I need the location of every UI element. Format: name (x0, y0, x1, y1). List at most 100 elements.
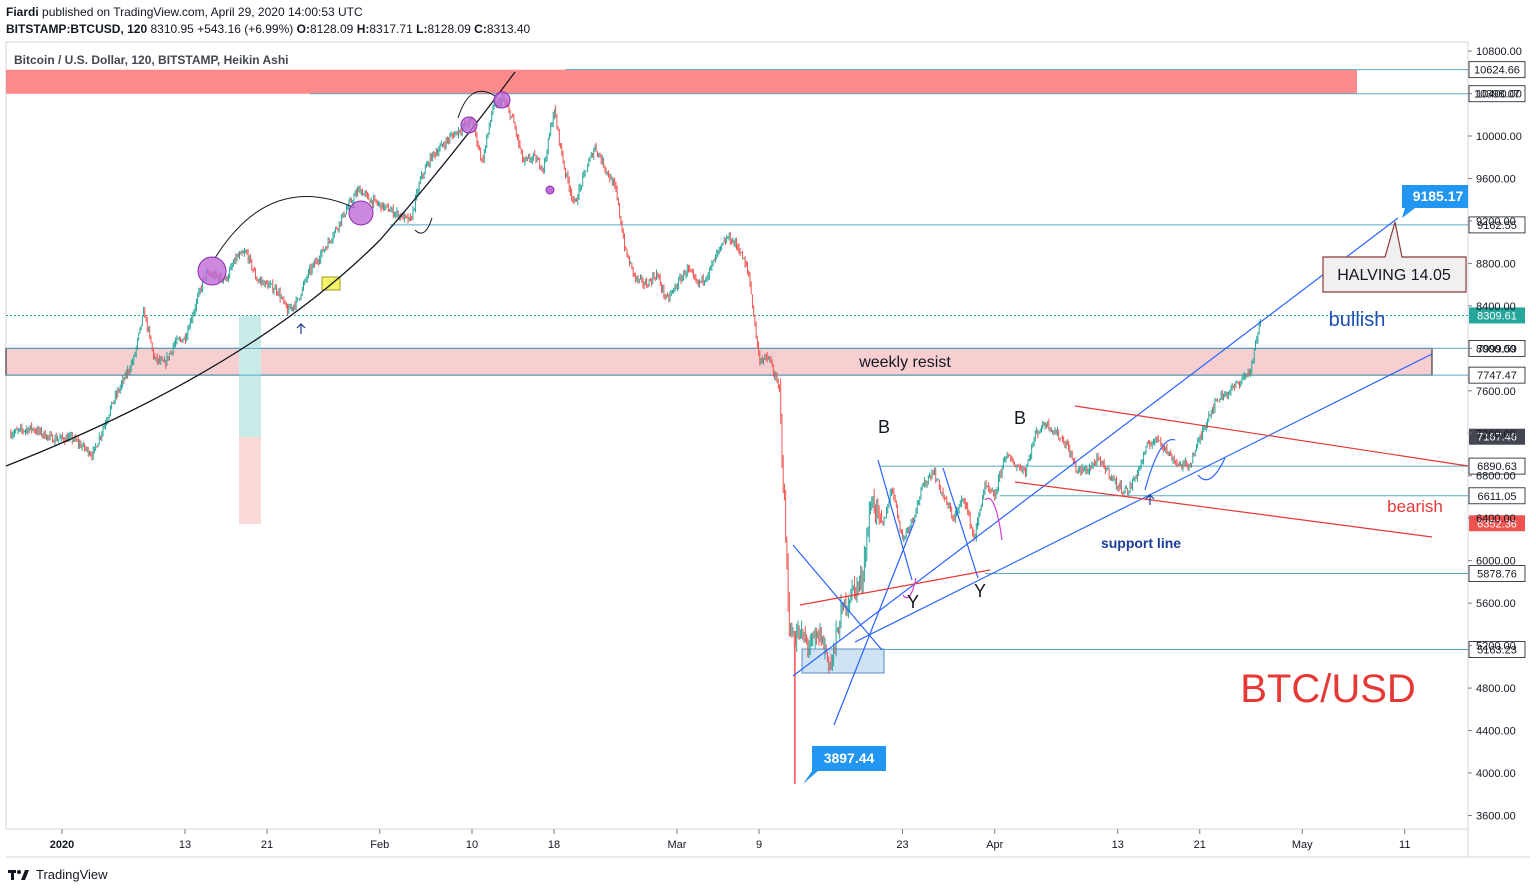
low-value: 8128.09 (427, 22, 471, 36)
level-label-box-6 (1469, 428, 1525, 445)
x-tick-label-0: 2020 (50, 839, 74, 851)
top-resist-zone (6, 69, 1357, 94)
level-label-1: 10398.07 (1474, 89, 1520, 101)
level-label-9: 6352.36 (1477, 518, 1517, 530)
red-neckline (799, 569, 991, 606)
zones-layer (5, 69, 1433, 674)
level-label-3: 8309.61 (1477, 310, 1517, 322)
x-tick-label-3: Feb (370, 839, 389, 851)
y-tick-label-7: 6400.00 (1476, 513, 1516, 525)
x-tick-label-6: Mar (668, 839, 687, 851)
x-tick-label-13: 11 (1399, 839, 1410, 851)
trend-curve (5, 71, 516, 467)
publish-info: published on TradingView.com, April 29, … (42, 5, 363, 19)
up-arrow-1 (296, 323, 306, 334)
channel-upper-line (792, 217, 1399, 677)
x-tick-label-11: 21 (1194, 839, 1206, 851)
y-tick-label-3: 4800.00 (1476, 683, 1516, 695)
chart-header: Fiardi published on TradingView.com, Apr… (6, 4, 530, 38)
x-tick-label-1: 13 (179, 839, 191, 851)
wave-line-1 (877, 459, 913, 581)
blue-arc-2 (1197, 457, 1226, 481)
brand-name: TradingView (36, 867, 108, 882)
y-tick-label-9: 7200.00 (1476, 428, 1516, 440)
consolidation-box (801, 648, 885, 674)
y-tick-label-12: 8400.00 (1476, 301, 1516, 313)
y-tick-label-0: 3600.00 (1476, 810, 1516, 822)
arc-arrow-3 (457, 90, 496, 119)
x-tick-label-7: 9 (756, 839, 762, 851)
open-value: 8128.09 (309, 22, 354, 36)
up-arrow-2 (1145, 494, 1155, 505)
y-tick-label-4: 5200.00 (1476, 641, 1516, 653)
wedge-line-2 (833, 519, 916, 726)
halving-callout: HALVING 14.05 (1322, 221, 1467, 293)
publish-line: Fiardi published on TradingView.com, Apr… (6, 4, 530, 21)
level-label-8: 6611.05 (1478, 491, 1517, 503)
level-label-11: 5163.23 (1477, 645, 1517, 657)
arc-arrow-2 (414, 217, 433, 234)
pattern-circle-1 (197, 256, 227, 286)
low-callout-text: 3897.44 (824, 750, 875, 766)
tradingview-logo-icon (8, 869, 29, 880)
y-tick-label-8: 6800.00 (1476, 471, 1516, 483)
level-label-6: 7167.46 (1477, 432, 1517, 444)
pattern-circle-3 (460, 116, 478, 134)
arc-arrow-1 (214, 196, 356, 259)
support-line-label: support line (1101, 535, 1181, 551)
symbol-line: BITSTAMP:BTCUSD, 120 8310.95 +543.16 (+6… (6, 21, 530, 38)
author-name[interactable]: Fiardi (6, 5, 39, 19)
y-tick-label-16: 10000.00 (1476, 131, 1522, 143)
x-tick-label-8: 23 (896, 839, 908, 851)
level-label-5: 7747.47 (1477, 370, 1517, 382)
x-tick-label-9: Apr (986, 839, 1003, 851)
y-tick-label-6: 6000.00 (1476, 556, 1516, 568)
x-tick-label-10: 13 (1112, 839, 1124, 851)
y-tick-label-17: 10400.00 (1476, 89, 1522, 101)
bearish-lower-line (1014, 481, 1433, 538)
x-tick-label-5: 18 (548, 839, 560, 851)
level-label-7: 6890.63 (1477, 461, 1517, 473)
y-tick-label-2: 4400.00 (1476, 726, 1516, 738)
position-profit-box (239, 316, 261, 437)
y-tick-label-15: 9600.00 (1476, 173, 1516, 185)
drawings-layer (5, 71, 1469, 726)
pattern-circle-2 (348, 200, 374, 226)
level-label-box-0 (1468, 61, 1526, 79)
bearish-label: bearish (1387, 497, 1443, 516)
pair-label: BTC/USD (1240, 667, 1416, 711)
price-axis[interactable]: 10624.66 10398.07 9162.55 8309.61 7999.59 774… (1468, 46, 1526, 822)
level-label-box-3 (1469, 307, 1525, 324)
high-price-callout: 9185.17 (1402, 185, 1468, 218)
y-tick-label-5: 5600.00 (1476, 598, 1516, 610)
magenta-arc-1 (902, 577, 917, 599)
level-label-box-8 (1468, 487, 1526, 505)
open-label: O: (296, 22, 310, 36)
pattern-dot (545, 185, 555, 195)
low-label: L: (416, 22, 428, 36)
time-axis[interactable]: 2020 13 21 Feb 10 18 Mar 9 23 Apr 13 21 May 11 (50, 829, 1411, 851)
low-price-callout: 3897.44 (803, 746, 886, 784)
halving-text: HALVING 14.05 (1337, 267, 1451, 284)
wave-b-label-2: B (1014, 408, 1026, 428)
y-tick-label-10: 7600.00 (1476, 386, 1516, 398)
price-change: +543.16 (+6.99%) (197, 22, 294, 36)
footer-branding[interactable]: TradingView (8, 867, 108, 882)
wave-y-label-2: Y (974, 581, 986, 601)
y-tick-label-1: 4000.00 (1476, 768, 1516, 780)
y-tick-label-18: 10800.00 (1476, 46, 1522, 58)
high-label: H: (356, 22, 370, 36)
candles-layer (10, 92, 1261, 784)
level-label-box-9 (1469, 515, 1525, 532)
high-callout-text: 9185.17 (1413, 188, 1464, 204)
x-tick-label-4: 10 (466, 839, 478, 851)
last-price: 8310.95 (150, 22, 194, 36)
symbol-label[interactable]: BITSTAMP:BTCUSD, 120 (6, 22, 148, 36)
level-label-box-7 (1468, 457, 1526, 475)
channel-lower-line (854, 353, 1433, 643)
level-label-box-10 (1468, 565, 1526, 582)
close-value: 8313.40 (486, 22, 531, 36)
weekly-resist-label: weekly resist (858, 354, 951, 371)
level-label-4: 7999.59 (1477, 343, 1517, 355)
